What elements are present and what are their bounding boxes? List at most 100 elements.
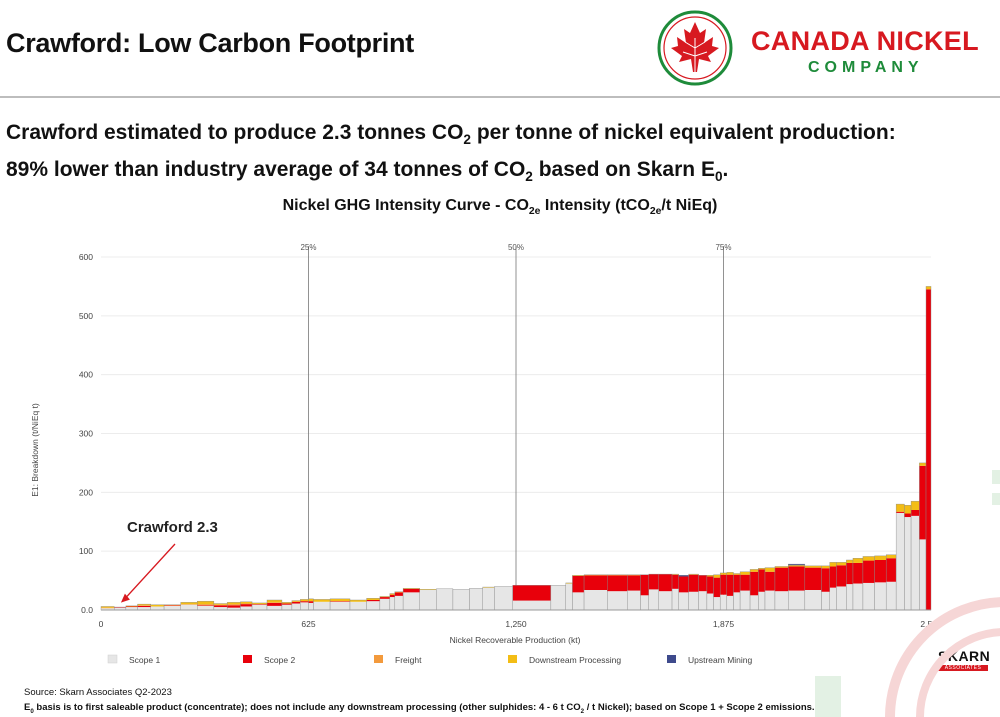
bar-segment <box>758 568 765 570</box>
bar-segment <box>706 593 714 610</box>
bar-segment <box>291 601 301 604</box>
bar-segment <box>726 572 734 575</box>
bar-segment <box>565 583 573 610</box>
ghg-intensity-chart: 0.0 100 200 300 400 500 600 25% 50% 75% 0 625 1,250 1… <box>30 243 942 665</box>
bar-segment <box>672 574 679 589</box>
bar-segment <box>572 575 585 593</box>
bar-segment <box>919 539 927 610</box>
bar-segment <box>720 572 727 575</box>
bar-segment <box>300 601 309 603</box>
bar-segment <box>267 602 282 606</box>
bar-segment <box>469 588 483 610</box>
bar-segment <box>494 586 513 610</box>
bar-segment <box>137 605 151 606</box>
bar-segment <box>114 607 126 608</box>
bar-segment <box>350 601 367 610</box>
bar-segment <box>389 593 395 595</box>
legend-label: Scope 2 <box>264 655 295 665</box>
bar-segment <box>291 600 301 602</box>
bar-segment <box>774 567 789 592</box>
bar-segment <box>213 607 228 610</box>
bar-segment <box>904 505 912 514</box>
bar-segment <box>240 606 253 610</box>
headline-line-2: 89% lower than industry average of 34 to… <box>6 158 729 185</box>
bar-segment <box>911 509 920 516</box>
bar-segment <box>733 592 741 610</box>
bar-segment <box>213 605 228 608</box>
bar-segment <box>774 566 789 568</box>
bar-segment <box>821 591 830 610</box>
bar-segment <box>267 605 282 610</box>
bar-segment <box>788 566 805 591</box>
legend-swatch <box>667 655 676 663</box>
bar-segment <box>281 603 292 605</box>
bar-segment <box>678 592 689 610</box>
bar-segment <box>482 587 495 588</box>
bar-segment <box>874 582 887 610</box>
bar-segment <box>101 606 115 608</box>
bar-segment <box>379 598 390 610</box>
decorative-block <box>815 676 841 717</box>
bar-segment <box>197 604 214 606</box>
bar-segment <box>720 594 727 610</box>
bar-segment <box>213 604 228 606</box>
legend-label: Scope 1 <box>129 655 160 665</box>
bar-segment <box>572 575 585 576</box>
bar-segment <box>436 588 453 610</box>
bar-segment <box>672 588 679 610</box>
legend-label: Upstream Mining <box>688 655 753 665</box>
bar-segment <box>125 605 138 607</box>
x-tick-label: 0 <box>99 619 104 629</box>
decorative-block <box>992 493 1000 505</box>
bar-segment <box>688 591 699 610</box>
maple-leaf-icon <box>657 10 733 86</box>
bar-segment <box>788 565 805 567</box>
bar-segment <box>584 574 608 576</box>
bar-segment <box>896 512 905 610</box>
bar-segment <box>584 589 608 610</box>
bar-segment <box>330 598 350 602</box>
bar-segment <box>379 597 390 599</box>
bar-segment <box>281 602 292 604</box>
bar-segment <box>765 567 775 572</box>
bar-segment <box>821 565 830 569</box>
bar-segment <box>150 606 165 610</box>
bar-segment <box>740 574 751 591</box>
bar-segment <box>640 595 649 610</box>
bar-segment <box>926 286 931 290</box>
bar-segment <box>874 559 887 583</box>
bar-segment <box>627 574 641 576</box>
x-tick-label: 1,250 <box>505 619 527 629</box>
bar-segment <box>308 598 314 602</box>
crawford-annotation: Crawford 2.3 <box>127 519 218 536</box>
source-note: Source: Skarn Associates Q2-2023 <box>24 687 172 698</box>
bar-segment <box>607 591 628 610</box>
y-tick-label: 0.0 <box>81 605 93 615</box>
decorative-block <box>992 470 1000 484</box>
bar-segment <box>403 588 420 589</box>
bar-segment <box>101 607 115 609</box>
bar-segment <box>114 607 126 610</box>
bar-segment <box>366 598 380 600</box>
bar-segment <box>836 562 847 566</box>
chart-title: Nickel GHG Intensity Curve - CO2e Intens… <box>282 197 718 218</box>
bar-segment <box>733 574 741 593</box>
bar-segment <box>658 574 673 592</box>
bar-segment <box>197 601 214 605</box>
decorative-arcs <box>885 597 1000 717</box>
bar-segment <box>678 575 689 577</box>
headline-text: Crawford estimated to produce 2.3 tonnes… <box>6 118 896 192</box>
bar-segment <box>672 574 679 575</box>
bar-segment <box>213 603 228 605</box>
percentile-label: 25% <box>300 243 316 252</box>
bar-segment <box>252 602 267 605</box>
bar-segment <box>366 601 380 610</box>
bar-segment <box>758 591 765 610</box>
bar-segment <box>252 604 267 610</box>
bar-segment <box>267 602 282 603</box>
bar-segment <box>389 594 395 598</box>
bar-segment <box>330 601 350 610</box>
bar-segment <box>197 605 214 610</box>
bar-segment <box>482 587 495 610</box>
annotation-arrow-line <box>124 543 176 600</box>
